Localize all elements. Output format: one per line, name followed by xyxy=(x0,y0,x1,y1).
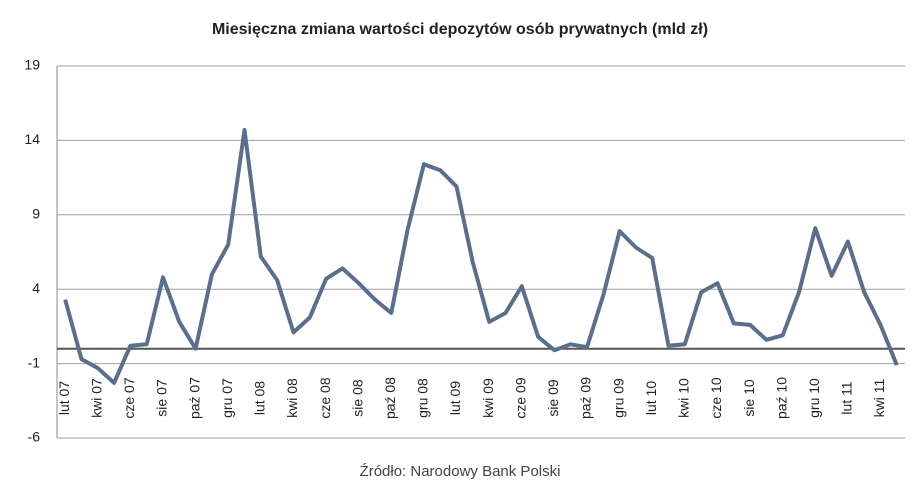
x-tick-label: lut 08 xyxy=(252,381,268,415)
x-tick-label: lut 10 xyxy=(643,381,659,415)
x-tick-label: lut 09 xyxy=(447,381,463,415)
x-tick-label: gru 10 xyxy=(806,378,822,418)
x-tick-label: sie 10 xyxy=(741,379,757,417)
x-tick-label: paź 07 xyxy=(186,377,202,419)
x-tick-label: lut 11 xyxy=(839,381,855,414)
y-tick-label: 4 xyxy=(32,280,40,296)
x-tick-label: paź 09 xyxy=(578,377,594,419)
x-tick-label: kwi 08 xyxy=(284,378,300,418)
data-line xyxy=(63,128,899,385)
chart-title: Miesięczna zmiana wartości depozytów osó… xyxy=(212,21,708,38)
x-tick-label: cze 08 xyxy=(317,377,333,418)
x-tick-label: gru 07 xyxy=(219,378,235,418)
x-tick-label: sie 09 xyxy=(545,379,561,417)
y-tick-label: -1 xyxy=(28,354,41,370)
x-tick-label: paź 10 xyxy=(773,377,789,419)
x-tick-label: gru 08 xyxy=(415,378,431,418)
y-tick-label: -6 xyxy=(28,429,41,445)
x-tick-label: sie 07 xyxy=(154,379,170,417)
x-tick-label: paź 08 xyxy=(382,377,398,419)
x-tick-label: kwi 10 xyxy=(676,378,692,418)
x-tick-label: lut 07 xyxy=(56,381,72,415)
x-tick-label: kwi 07 xyxy=(88,378,104,418)
x-tick-label: cze 07 xyxy=(121,377,137,418)
y-tick-label: 19 xyxy=(24,57,40,73)
x-tick-label: kwi 11 xyxy=(871,378,887,417)
x-tick-label: gru 09 xyxy=(610,378,626,418)
x-tick-label: kwi 09 xyxy=(480,378,496,418)
x-tick-label: cze 10 xyxy=(708,377,724,418)
y-tick-label: 14 xyxy=(24,131,40,147)
source-note: Źródło: Narodowy Bank Polski xyxy=(360,463,561,480)
y-tick-label: 9 xyxy=(32,206,40,222)
x-tick-label: cze 09 xyxy=(512,377,528,418)
x-tick-label: sie 08 xyxy=(349,379,365,417)
